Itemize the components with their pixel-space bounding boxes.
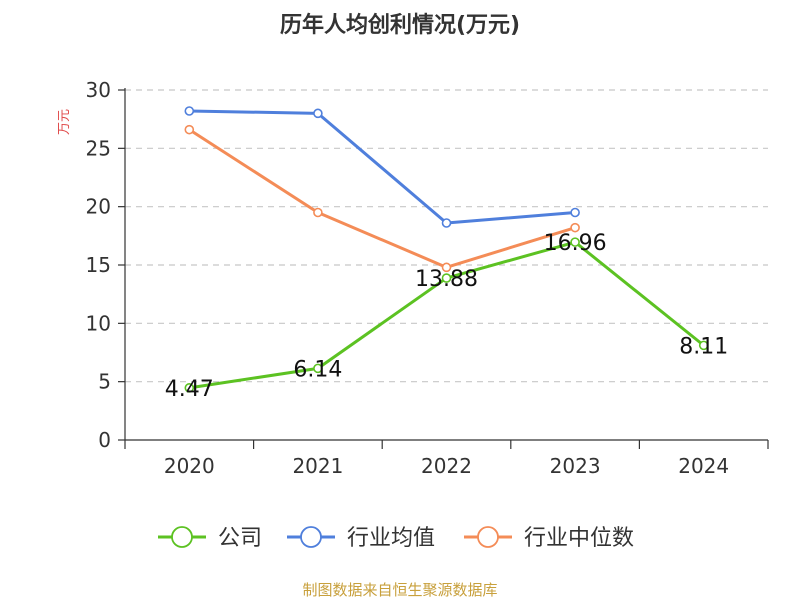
data-point-industry_avg	[441, 218, 452, 228]
y-tick-label: 15	[86, 253, 111, 277]
y-axis-unit-label: 万元	[57, 109, 72, 135]
x-tick-label: 2024	[678, 454, 729, 478]
data-point-industry_avg	[184, 106, 195, 116]
data-label: 4.47	[165, 377, 214, 402]
data-point-company	[570, 237, 580, 247]
series-line-industry_avg	[189, 109, 576, 225]
data-labels: 4.47 6.14 13.88 16.96 8.11	[165, 231, 728, 402]
y-tick-label: 0	[98, 428, 111, 452]
data-label: 8.11	[679, 334, 728, 359]
axes: 0 5 10 15 20 25 30 2020 2021 2022 2023 2024	[86, 78, 769, 478]
legend-marker-company	[171, 526, 193, 548]
source-note: 制图数据来自恒生聚源数据库	[302, 581, 497, 599]
y-tick-label: 10	[86, 311, 111, 335]
data-point-company	[698, 340, 709, 351]
x-tick-label: 2020	[164, 454, 215, 478]
legend-marker-industry_median	[477, 526, 499, 548]
legend-label-industry_median: 行业中位数	[524, 526, 634, 551]
data-point-company	[184, 383, 195, 393]
data-point-industry_median	[570, 222, 580, 233]
data-point-industry_median	[313, 207, 323, 218]
y-tick-label: 5	[98, 370, 111, 394]
x-tick-label: 2021	[292, 454, 343, 478]
series-line-industry_median	[188, 128, 576, 269]
x-tick-label: 2022	[421, 454, 472, 478]
data-point-industry_median	[184, 124, 195, 135]
data-label: 6.14	[293, 357, 342, 382]
data-point-industry_avg	[313, 108, 323, 119]
grid-lines	[125, 89, 768, 383]
series-points	[184, 106, 709, 393]
x-tick-label: 2023	[550, 454, 601, 478]
data-point-industry_avg	[570, 207, 580, 218]
data-point-company	[313, 363, 323, 374]
y-tick-label: 30	[86, 78, 111, 102]
y-tick-label: 25	[86, 136, 111, 160]
data-label: 13.88	[415, 267, 478, 292]
legend-label-company: 公司	[218, 526, 262, 551]
legend-label-industry_avg: 行业均值	[347, 526, 435, 551]
y-tick-label: 20	[86, 195, 111, 219]
legend-marker-industry_avg	[300, 526, 322, 548]
data-label: 16.96	[544, 231, 607, 256]
data-point-company	[441, 273, 452, 283]
data-point-industry_median	[441, 262, 452, 273]
chart-title: 历年人均创利情况(万元)	[280, 12, 520, 38]
series-lines	[188, 109, 705, 390]
legend: 公司 行业均值 行业中位数	[158, 526, 634, 551]
